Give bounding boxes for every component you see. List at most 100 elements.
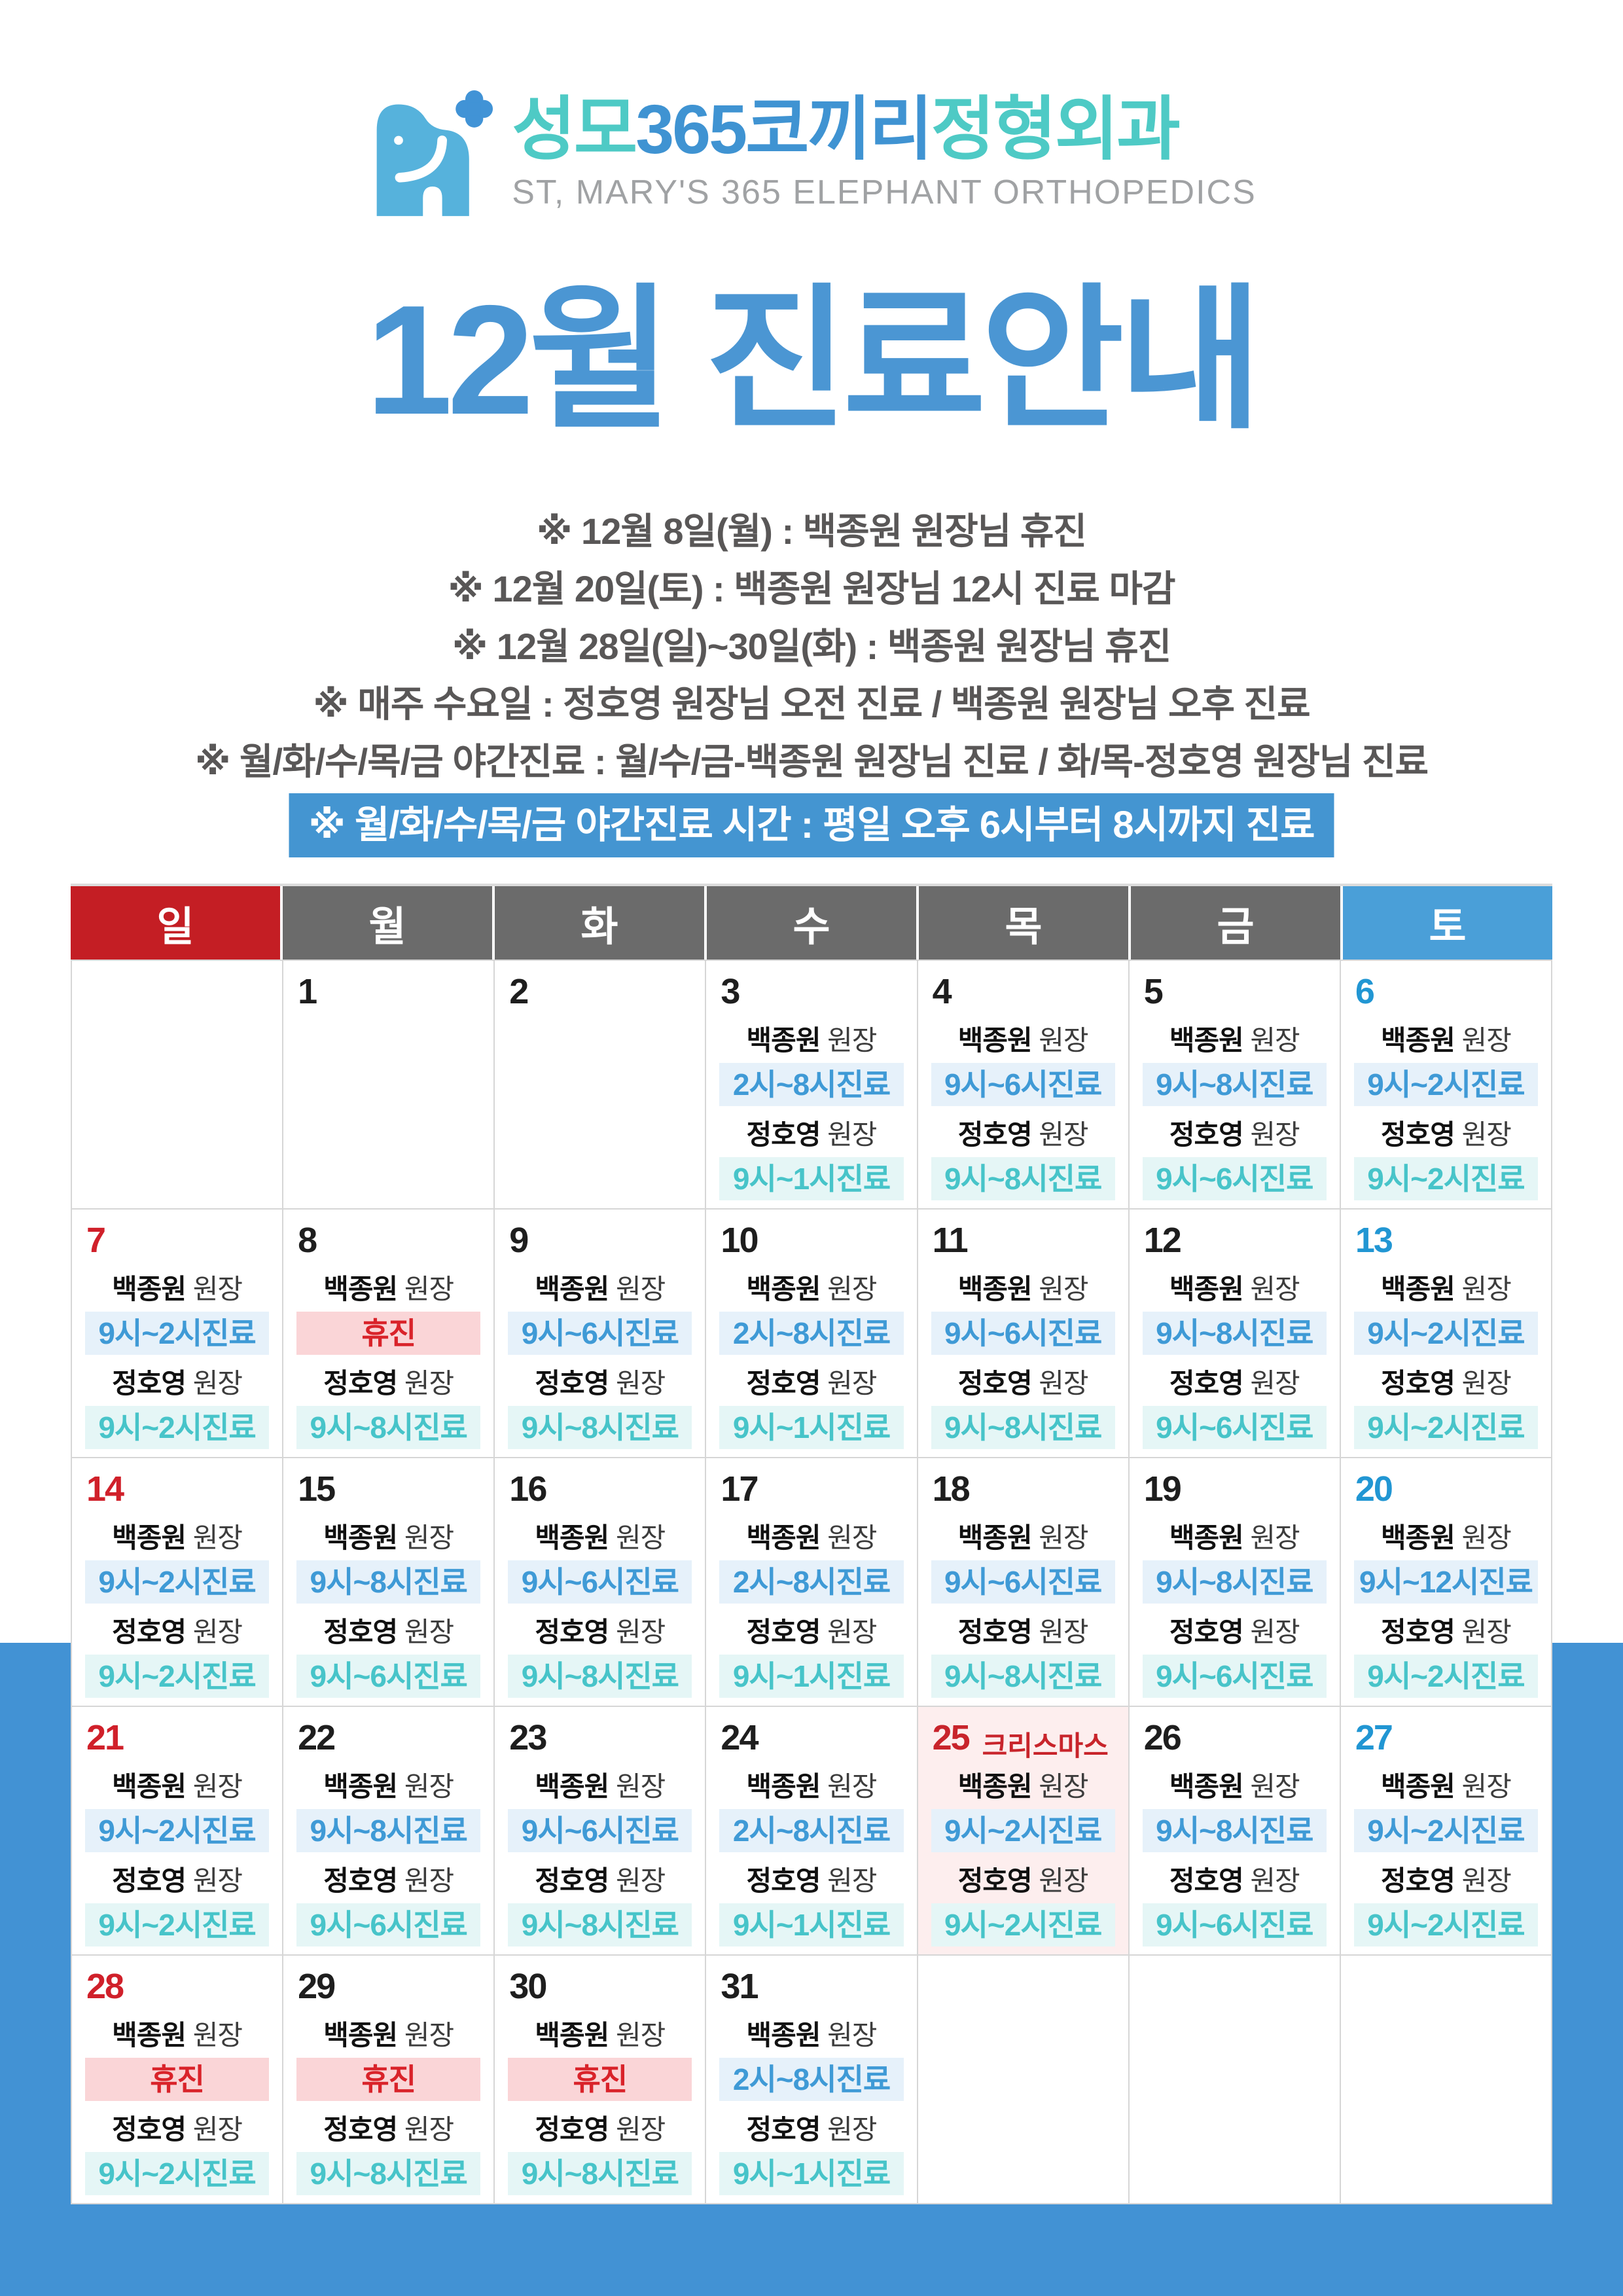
- day-schedule: 백종원 원장 2시~8시진료 정호영 원장 9시~1시진료: [706, 1521, 916, 1698]
- doctor-name: 정호영 원장: [1380, 1865, 1512, 1896]
- sparkle-cross-icon: [455, 90, 493, 128]
- day-number: 16: [509, 1469, 547, 1509]
- day-number: 14: [86, 1469, 124, 1509]
- day-cell-3: 3 백종원 원장 2시~8시진료 정호영 원장 9시~1시진료: [706, 961, 917, 1208]
- time-badge: 9시~1시진료: [719, 1406, 904, 1449]
- day-number: 4: [932, 972, 952, 1011]
- time-badge: 9시~8시진료: [1142, 1809, 1327, 1852]
- doctor-name: 백종원 원장: [112, 2020, 243, 2051]
- doctor-name: 백종원 원장: [746, 1771, 878, 1802]
- day-number: 24: [721, 1718, 758, 1757]
- time-badge: 9시~8시진료: [931, 1157, 1115, 1200]
- day-schedule: 백종원 원장 휴진 정호영 원장 9시~8시진료: [283, 2018, 493, 2195]
- day-number: 12: [1143, 1221, 1182, 1260]
- time-badge: 9시~2시진료: [85, 1406, 270, 1449]
- time-badge: 9시~6시진료: [508, 1560, 692, 1604]
- time-badge: 9시~6시진료: [1142, 1406, 1327, 1449]
- time-badge: 9시~6시진료: [931, 1560, 1115, 1604]
- doctor-name: 백종원 원장: [535, 1771, 666, 1802]
- doctor-name: 정호영 원장: [112, 1617, 243, 1647]
- elephant-icon: [376, 90, 493, 217]
- day-number: 30: [509, 1967, 547, 2006]
- time-badge: 9시~8시진료: [931, 1655, 1115, 1698]
- day-cell-19: 19 백종원 원장 9시~8시진료 정호영 원장 9시~6시진료: [1129, 1458, 1340, 1706]
- doctor-name: 백종원 원장: [112, 1771, 243, 1802]
- time-badge: 9시~2시진료: [85, 1560, 270, 1604]
- day-schedule: 백종원 원장 9시~2시진료 정호영 원장 9시~2시진료: [72, 1521, 282, 1698]
- day-number: 9: [509, 1221, 529, 1260]
- doctor-name: 정호영 원장: [323, 1368, 454, 1399]
- time-badge: 9시~8시진료: [296, 1406, 481, 1449]
- doctor-name: 정호영 원장: [112, 2114, 243, 2145]
- doctor-name: 정호영 원장: [957, 1368, 1089, 1399]
- day-cell-26: 26 백종원 원장 9시~8시진료 정호영 원장 9시~6시진료: [1129, 1707, 1340, 1954]
- clinic-logo-text: 성모365코끼리정형외과 ST, MARY'S 365 ELEPHANT ORT…: [512, 90, 1257, 212]
- doctor-name: 정호영 원장: [957, 1617, 1089, 1647]
- weekday-header-월: 월: [283, 886, 492, 960]
- time-badge: 9시~2시진료: [1353, 1157, 1538, 1200]
- time-badge: 9시~6시진료: [1142, 1655, 1327, 1698]
- doctor-name: 백종원 원장: [746, 2020, 878, 2051]
- weekday-header-화: 화: [495, 886, 704, 960]
- time-badge: 2시~8시진료: [719, 2058, 904, 2101]
- day-schedule: 백종원 원장 휴진 정호영 원장 9시~2시진료: [72, 2018, 282, 2195]
- closed-badge: 휴진: [508, 2058, 692, 2101]
- time-badge: 9시~6시진료: [931, 1312, 1115, 1355]
- day-number: 26: [1143, 1718, 1182, 1757]
- time-badge: 9시~8시진료: [1142, 1063, 1327, 1106]
- day-number: 8: [298, 1221, 317, 1260]
- notice-line: ※ 12월 28일(일)~30일(화) : 백종원 원장님 휴진: [452, 626, 1171, 667]
- day-number: 5: [1143, 972, 1164, 1011]
- doctor-name: 백종원 원장: [746, 1274, 878, 1304]
- doctor-name: 정호영 원장: [957, 1119, 1089, 1150]
- time-badge: 2시~8시진료: [719, 1560, 904, 1604]
- day-cell-14: 14 백종원 원장 9시~2시진료 정호영 원장 9시~2시진료: [72, 1458, 283, 1706]
- closed-badge: 휴진: [296, 1312, 481, 1355]
- day-cell-empty: [1129, 1956, 1340, 2203]
- day-schedule: 백종원 원장 2시~8시진료 정호영 원장 9시~1시진료: [706, 2018, 916, 2195]
- doctor-name: 백종원 원장: [957, 1771, 1089, 1802]
- day-cell-11: 11 백종원 원장 9시~6시진료 정호영 원장 9시~8시진료: [918, 1210, 1128, 1457]
- day-cell-5: 5 백종원 원장 9시~8시진료 정호영 원장 9시~6시진료: [1129, 961, 1340, 1208]
- clinic-name-segment: 정형외과: [931, 91, 1181, 168]
- doctor-name: 정호영 원장: [746, 1617, 878, 1647]
- notice-line: ※ 12월 8일(월) : 백종원 원장님 휴진: [537, 511, 1087, 552]
- time-badge: 9시~6시진료: [1142, 1903, 1327, 1946]
- day-schedule: 백종원 원장 9시~2시진료 정호영 원장 9시~2시진료: [72, 1272, 282, 1449]
- doctor-name: 정호영 원장: [1380, 1368, 1512, 1399]
- day-cell-16: 16 백종원 원장 9시~6시진료 정호영 원장 9시~8시진료: [495, 1458, 705, 1706]
- time-badge: 9시~2시진료: [1353, 1809, 1538, 1852]
- time-badge: 9시~6시진료: [931, 1063, 1115, 1106]
- time-badge: 9시~2시진료: [1353, 1903, 1538, 1946]
- time-badge: 9시~6시진료: [296, 1903, 481, 1946]
- day-number: 6: [1355, 972, 1375, 1011]
- day-cell-empty: [918, 1956, 1128, 2203]
- doctor-name: 백종원 원장: [535, 1522, 666, 1553]
- day-cell-10: 10 백종원 원장 2시~8시진료 정호영 원장 9시~1시진료: [706, 1210, 917, 1457]
- day-schedule: 백종원 원장 9시~2시진료 정호영 원장 9시~2시진료: [1341, 1770, 1551, 1946]
- doctor-name: 정호영 원장: [535, 1617, 666, 1647]
- doctor-name: 정호영 원장: [1169, 1119, 1300, 1150]
- doctor-name: 정호영 원장: [112, 1368, 243, 1399]
- day-schedule: 백종원 원장 9시~6시진료 정호영 원장 9시~8시진료: [495, 1521, 705, 1698]
- doctor-name: 백종원 원장: [535, 2020, 666, 2051]
- doctor-name: 백종원 원장: [746, 1522, 878, 1553]
- doctor-name: 정호영 원장: [1380, 1119, 1512, 1150]
- day-cell-8: 8 백종원 원장 휴진 정호영 원장 9시~8시진료: [283, 1210, 494, 1457]
- holiday-label: 크리스마스: [982, 1731, 1109, 1761]
- time-badge: 9시~1시진료: [719, 2152, 904, 2195]
- doctor-name: 백종원 원장: [957, 1522, 1089, 1553]
- weekday-header-일: 일: [71, 886, 280, 960]
- day-cell-27: 27 백종원 원장 9시~2시진료 정호영 원장 9시~2시진료: [1340, 1707, 1551, 1954]
- day-number: 19: [1143, 1469, 1182, 1509]
- day-number: 23: [509, 1718, 547, 1757]
- time-badge: 9시~1시진료: [719, 1157, 904, 1200]
- time-badge: 9시~8시진료: [1142, 1560, 1327, 1604]
- day-number: 1: [298, 972, 317, 1011]
- doctor-name: 백종원 원장: [1380, 1771, 1512, 1802]
- time-badge: 9시~2시진료: [931, 1903, 1115, 1946]
- day-schedule: 백종원 원장 9시~8시진료 정호영 원장 9시~6시진료: [283, 1521, 493, 1698]
